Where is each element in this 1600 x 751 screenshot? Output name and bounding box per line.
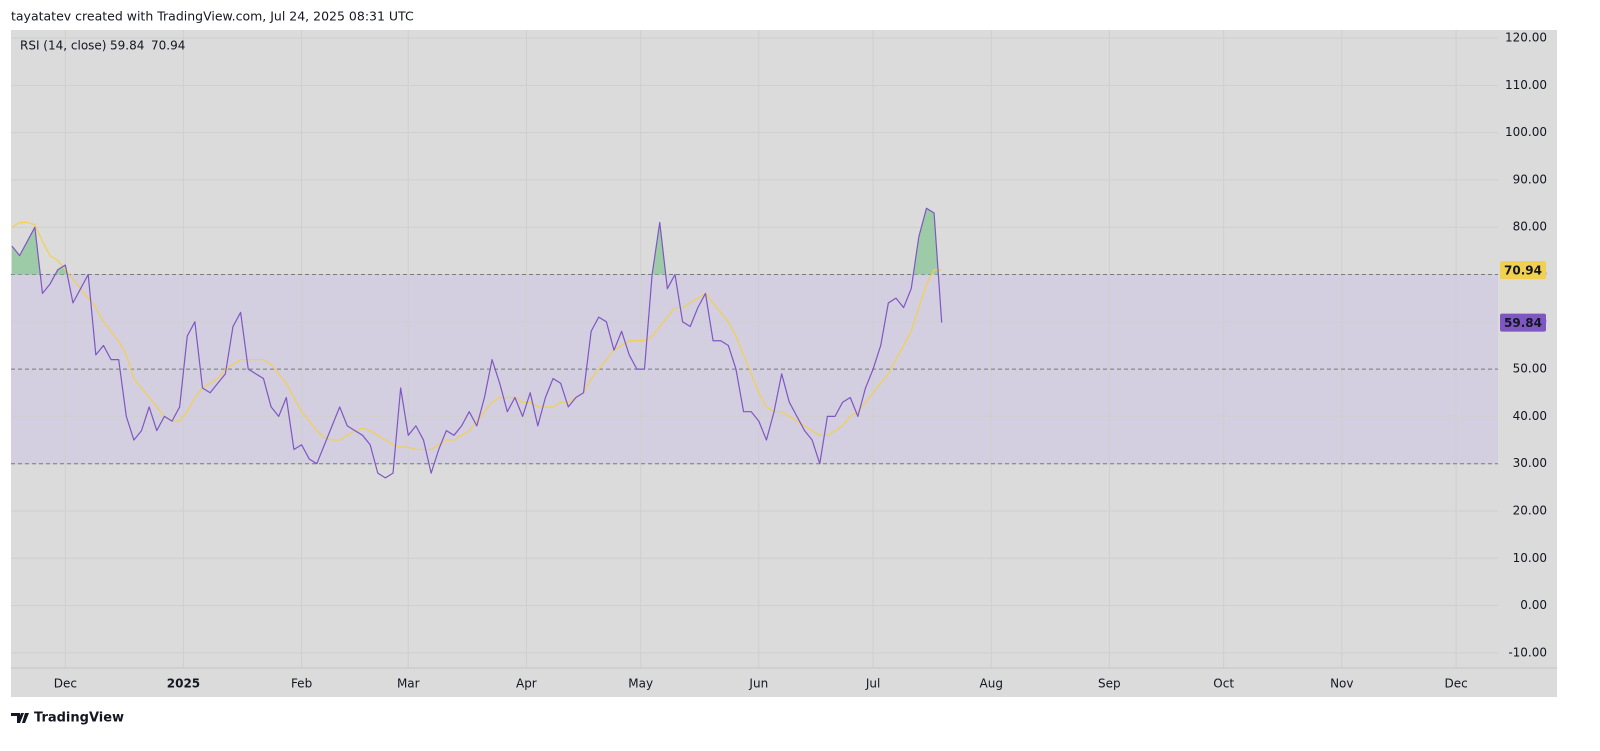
footer-brand: TradingView xyxy=(34,711,124,726)
x-tick-label: Nov xyxy=(1330,677,1353,691)
y-tick-label: 50.00 xyxy=(1513,362,1547,376)
x-tick-label: Dec xyxy=(1444,677,1467,691)
legend-value: 70.94 xyxy=(151,39,185,53)
y-tick-label: 120.00 xyxy=(1505,31,1547,45)
y-tick-label: 40.00 xyxy=(1513,409,1547,423)
x-tick-label: 2025 xyxy=(167,677,200,691)
legend-value: 59.84 xyxy=(110,39,144,53)
x-tick-label: Oct xyxy=(1213,677,1234,691)
rsi-line xyxy=(11,207,943,479)
header: tayatatev created with TradingView.com, … xyxy=(11,9,414,24)
y-tick-label: 90.00 xyxy=(1513,172,1547,186)
last-value-badge xyxy=(1500,261,1546,280)
y-tick-label: 20.00 xyxy=(1513,503,1547,517)
footer-logo xyxy=(11,713,29,723)
legend-title: RSI (14, close) xyxy=(20,39,106,53)
y-tick-label: 80.00 xyxy=(1513,220,1547,234)
y-tick-label: 30.00 xyxy=(1513,456,1547,470)
last-value-badge xyxy=(1500,313,1546,332)
last-value-label: 70.94 xyxy=(1504,264,1542,278)
x-tick-label: Aug xyxy=(980,677,1003,691)
x-tick-label: Jul xyxy=(865,677,880,691)
x-tick-label: Apr xyxy=(516,677,537,691)
y-tick-label: 100.00 xyxy=(1505,125,1547,139)
y-tick-label: 110.00 xyxy=(1505,78,1547,92)
x-tick-label: Feb xyxy=(291,677,312,691)
x-tick-label: Sep xyxy=(1098,677,1121,691)
x-tick-label: May xyxy=(628,677,653,691)
x-tick-label: Mar xyxy=(397,677,420,691)
last-value-label: 59.84 xyxy=(1504,316,1542,330)
x-tick-label: Dec xyxy=(54,677,77,691)
y-tick-label: 10.00 xyxy=(1513,551,1547,565)
x-tick-label: Jun xyxy=(748,677,768,691)
y-tick-label: 0.00 xyxy=(1520,598,1547,612)
y-tick-label: -10.00 xyxy=(1508,645,1547,659)
